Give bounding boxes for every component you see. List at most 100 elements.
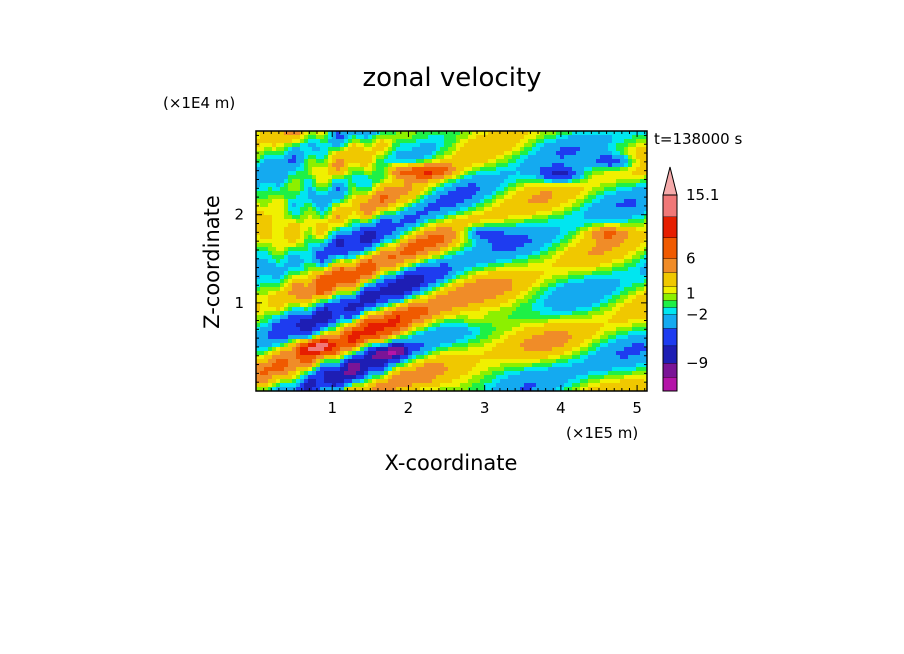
contour-cell <box>408 251 413 256</box>
contour-cell <box>572 171 577 176</box>
contour-cell <box>468 231 473 236</box>
contour-cell <box>560 323 565 328</box>
contour-cell <box>548 187 553 192</box>
contour-cell <box>628 287 633 292</box>
contour-cell <box>584 247 589 252</box>
contour-cell <box>396 183 401 188</box>
contour-cell <box>480 219 485 224</box>
contour-cell <box>520 311 525 316</box>
contour-cell <box>568 239 573 244</box>
contour-cell <box>280 287 285 292</box>
contour-cell <box>388 331 393 336</box>
contour-cell <box>352 147 357 152</box>
contour-cell <box>628 143 633 148</box>
contour-cell <box>604 171 609 176</box>
contour-cell <box>360 203 365 208</box>
contour-cell <box>536 311 541 316</box>
contour-cell <box>564 299 569 304</box>
contour-cell <box>280 227 285 232</box>
contour-cell <box>548 183 553 188</box>
contour-cell <box>524 167 529 172</box>
contour-cell <box>576 223 581 228</box>
contour-cell <box>544 251 549 256</box>
contour-cell <box>456 275 461 280</box>
contour-cell <box>436 259 441 264</box>
contour-cell <box>376 211 381 216</box>
contour-cell <box>432 171 437 176</box>
contour-cell <box>556 259 561 264</box>
contour-cell <box>580 227 585 232</box>
contour-cell <box>504 283 509 288</box>
contour-cell <box>348 239 353 244</box>
contour-cell <box>380 215 385 220</box>
contour-cell <box>604 247 609 252</box>
contour-cell <box>616 151 621 156</box>
contour-cell <box>372 135 377 140</box>
contour-cell <box>396 255 401 260</box>
contour-cell <box>584 219 589 224</box>
contour-cell <box>440 243 445 248</box>
contour-cell <box>644 227 647 232</box>
contour-cell <box>540 239 545 244</box>
contour-cell <box>320 215 325 220</box>
contour-cell <box>372 283 377 288</box>
contour-cell <box>316 271 321 276</box>
contour-cell <box>292 255 297 260</box>
contour-cell <box>360 155 365 160</box>
contour-cell <box>388 267 393 272</box>
contour-cell <box>292 227 297 232</box>
contour-cell <box>392 243 397 248</box>
contour-cell <box>540 323 545 328</box>
contour-cell <box>624 211 629 216</box>
contour-cell <box>288 279 293 284</box>
contour-cell <box>464 247 469 252</box>
contour-cell <box>348 271 353 276</box>
contour-cell <box>596 203 601 208</box>
contour-cell <box>256 331 261 336</box>
contour-cell <box>432 259 437 264</box>
contour-cell <box>496 135 501 140</box>
contour-cell <box>348 135 353 140</box>
contour-cell <box>568 151 573 156</box>
contour-cell <box>628 307 633 312</box>
contour-cell <box>464 311 469 316</box>
contour-cell <box>384 187 389 192</box>
contour-cell <box>532 175 537 180</box>
contour-cell <box>344 223 349 228</box>
contour-cell <box>288 263 293 268</box>
contour-cell <box>476 279 481 284</box>
contour-cell <box>396 203 401 208</box>
contour-cell <box>352 135 357 140</box>
contour-cell <box>628 191 633 196</box>
contour-cell <box>484 323 489 328</box>
contour-cell <box>596 251 601 256</box>
contour-cell <box>384 251 389 256</box>
contour-cell <box>616 215 621 220</box>
contour-cell <box>460 327 465 332</box>
contour-cell <box>284 307 289 312</box>
contour-cell <box>488 315 493 320</box>
contour-cell <box>548 303 553 308</box>
contour-cell <box>540 331 545 336</box>
contour-cell <box>580 191 585 196</box>
contour-cell <box>360 275 365 280</box>
contour-cell <box>572 163 577 168</box>
contour-cell <box>516 207 521 212</box>
contour-cell <box>536 203 541 208</box>
contour-cell <box>480 251 485 256</box>
contour-cell <box>604 207 609 212</box>
contour-cell <box>360 239 365 244</box>
contour-cell <box>484 251 489 256</box>
contour-cell <box>368 227 373 232</box>
contour-cell <box>260 167 265 172</box>
contour-cell <box>320 231 325 236</box>
contour-cell <box>496 299 501 304</box>
contour-cell <box>344 291 349 296</box>
contour-cell <box>328 143 333 148</box>
contour-cell <box>420 215 425 220</box>
contour-cell <box>596 259 601 264</box>
contour-cell <box>588 283 593 288</box>
contour-cell <box>340 163 345 168</box>
contour-cell <box>484 151 489 156</box>
contour-cell <box>400 315 405 320</box>
